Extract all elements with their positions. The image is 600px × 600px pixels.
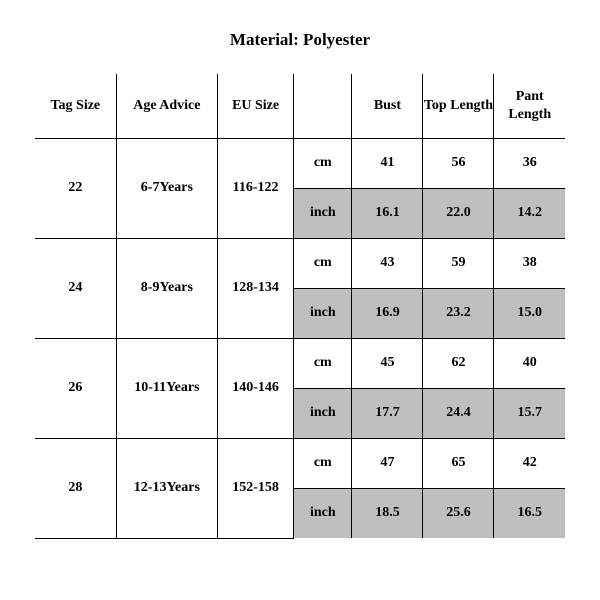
cell-top-cm: 65 xyxy=(423,438,494,488)
cell-age: 8-9Years xyxy=(116,238,217,338)
cell-top-inch: 24.4 xyxy=(423,388,494,438)
col-unit xyxy=(294,74,352,138)
cell-eu: 152-158 xyxy=(218,438,294,538)
cell-top-cm: 59 xyxy=(423,238,494,288)
table-row: 24 8-9Years 128-134 cm 43 59 38 xyxy=(35,238,565,288)
cell-pant-cm: 40 xyxy=(494,338,565,388)
cell-unit-cm: cm xyxy=(294,338,352,388)
cell-eu: 140-146 xyxy=(218,338,294,438)
cell-pant-cm: 42 xyxy=(494,438,565,488)
size-chart-table: Tag Size Age Advice EU Size Bust Top Len… xyxy=(35,74,565,539)
cell-unit-inch: inch xyxy=(294,488,352,538)
cell-unit-cm: cm xyxy=(294,238,352,288)
cell-tag: 26 xyxy=(35,338,116,438)
cell-bust-cm: 47 xyxy=(352,438,423,488)
cell-unit-cm: cm xyxy=(294,138,352,188)
cell-top-inch: 25.6 xyxy=(423,488,494,538)
cell-top-inch: 22.0 xyxy=(423,188,494,238)
cell-age: 6-7Years xyxy=(116,138,217,238)
cell-unit-cm: cm xyxy=(294,438,352,488)
cell-unit-inch: inch xyxy=(294,188,352,238)
cell-bust-inch: 18.5 xyxy=(352,488,423,538)
cell-tag: 22 xyxy=(35,138,116,238)
col-age-advice: Age Advice xyxy=(116,74,217,138)
cell-bust-inch: 16.9 xyxy=(352,288,423,338)
cell-bust-cm: 41 xyxy=(352,138,423,188)
cell-top-inch: 23.2 xyxy=(423,288,494,338)
cell-eu: 128-134 xyxy=(218,238,294,338)
cell-tag: 28 xyxy=(35,438,116,538)
cell-bust-cm: 45 xyxy=(352,338,423,388)
cell-unit-inch: inch xyxy=(294,388,352,438)
cell-bust-cm: 43 xyxy=(352,238,423,288)
col-bust: Bust xyxy=(352,74,423,138)
col-top-length: Top Length xyxy=(423,74,494,138)
cell-top-cm: 56 xyxy=(423,138,494,188)
cell-age: 12-13Years xyxy=(116,438,217,538)
page-title: Material: Polyester xyxy=(0,0,600,74)
cell-bust-inch: 17.7 xyxy=(352,388,423,438)
cell-unit-inch: inch xyxy=(294,288,352,338)
cell-eu: 116-122 xyxy=(218,138,294,238)
cell-pant-inch: 14.2 xyxy=(494,188,565,238)
cell-top-cm: 62 xyxy=(423,338,494,388)
cell-tag: 24 xyxy=(35,238,116,338)
cell-pant-cm: 38 xyxy=(494,238,565,288)
table-row: 28 12-13Years 152-158 cm 47 65 42 xyxy=(35,438,565,488)
col-eu-size: EU Size xyxy=(218,74,294,138)
header-row: Tag Size Age Advice EU Size Bust Top Len… xyxy=(35,74,565,138)
cell-pant-inch: 15.0 xyxy=(494,288,565,338)
cell-pant-inch: 15.7 xyxy=(494,388,565,438)
cell-pant-inch: 16.5 xyxy=(494,488,565,538)
col-pant-length: Pant Length xyxy=(494,74,565,138)
cell-bust-inch: 16.1 xyxy=(352,188,423,238)
col-tag-size: Tag Size xyxy=(35,74,116,138)
cell-age: 10-11Years xyxy=(116,338,217,438)
cell-pant-cm: 36 xyxy=(494,138,565,188)
table-row: 26 10-11Years 140-146 cm 45 62 40 xyxy=(35,338,565,388)
table-row: 22 6-7Years 116-122 cm 41 56 36 xyxy=(35,138,565,188)
